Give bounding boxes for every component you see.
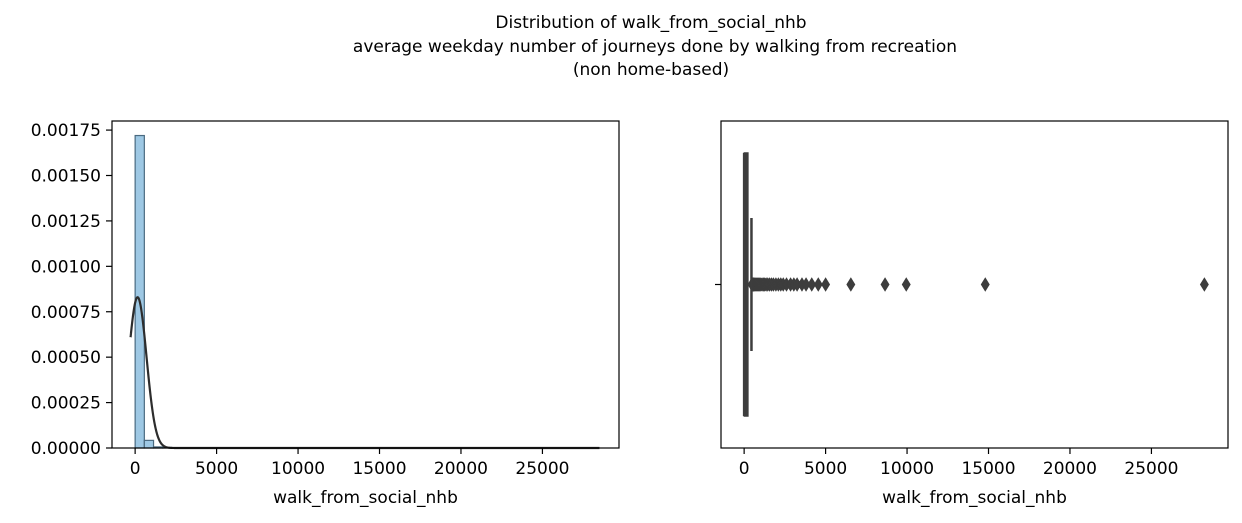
histogram-x-tick-label-4: 20000 (434, 459, 488, 479)
boxplot-body (742, 152, 753, 417)
histogram-bar-1 (143, 439, 155, 449)
boxplot-outlier-32 (846, 277, 856, 292)
histogram-panel: 0 5000 10000 15000 20000 25000 0.00000 0.00025… (31, 120, 620, 508)
boxplot-x-tick-label-5: 25000 (1124, 459, 1178, 479)
histogram-x-ticks: 0 5000 10000 15000 20000 25000 (130, 448, 569, 479)
boxplot-outlier-30 (813, 277, 823, 292)
histogram-y-tick-label-6: 0.00150 (31, 167, 101, 187)
histogram-y-tick-label-2: 0.00050 (31, 348, 101, 368)
boxplot-x-tick-label-1: 5000 (804, 459, 847, 479)
boxplot-outlier-34 (901, 277, 911, 292)
histogram-y-tick-label-3: 0.00075 (31, 303, 101, 323)
histogram-x-axis-label: walk_from_social_nhb (273, 488, 458, 508)
figure-title-line-2: average weekday number of journeys done … (353, 37, 957, 57)
histogram-bar-0 (134, 134, 145, 449)
kde-curve (129, 296, 600, 450)
histogram-x-tick-label-0: 0 (130, 459, 141, 479)
figure-title-line-1: Distribution of walk_from_social_nhb (495, 13, 806, 33)
boxplot-x-axis-label: walk_from_social_nhb (882, 488, 1067, 508)
histogram-x-tick-label-5: 25000 (515, 459, 569, 479)
histogram-y-ticks: 0.00000 0.00025 0.00050 0.00075 0.00100 0.001… (31, 121, 112, 459)
boxplot-outlier-35 (980, 277, 990, 292)
boxplot-x-tick-label-4: 20000 (1043, 459, 1097, 479)
histogram-bars (134, 134, 596, 449)
boxplot-outliers (747, 277, 1209, 292)
boxplot-outlier-29 (807, 277, 817, 292)
histogram-y-tick-label-0: 0.00000 (31, 439, 101, 459)
figure-title-line-3: (non home-based) (573, 60, 729, 80)
histogram-x-tick-label-2: 10000 (271, 459, 325, 479)
boxplot-x-tick-label-2: 10000 (880, 459, 934, 479)
boxplot-x-tick-label-0: 0 (739, 459, 750, 479)
histogram-x-tick-label-3: 15000 (352, 459, 406, 479)
histogram-axes-frame (111, 120, 620, 449)
boxplot-outlier-33 (880, 277, 890, 292)
boxplot-x-tick-label-3: 15000 (961, 459, 1015, 479)
histogram-y-tick-label-7: 0.00175 (31, 121, 101, 141)
histogram-y-tick-label-5: 0.00125 (31, 212, 101, 232)
histogram-y-tick-label-4: 0.00100 (31, 257, 101, 277)
boxplot-outlier-31 (821, 277, 831, 292)
boxplot-outlier-36 (1199, 277, 1209, 292)
figure-title: Distribution of walk_from_social_nhb ave… (353, 13, 957, 80)
boxplot-x-ticks: 0 5000 10000 15000 20000 25000 (739, 448, 1178, 479)
histogram-x-tick-label-1: 5000 (195, 459, 238, 479)
boxplot-panel: 0 5000 10000 15000 20000 25000 walk_from_soci… (715, 120, 1229, 508)
histogram-y-tick-label-1: 0.00025 (31, 394, 101, 414)
